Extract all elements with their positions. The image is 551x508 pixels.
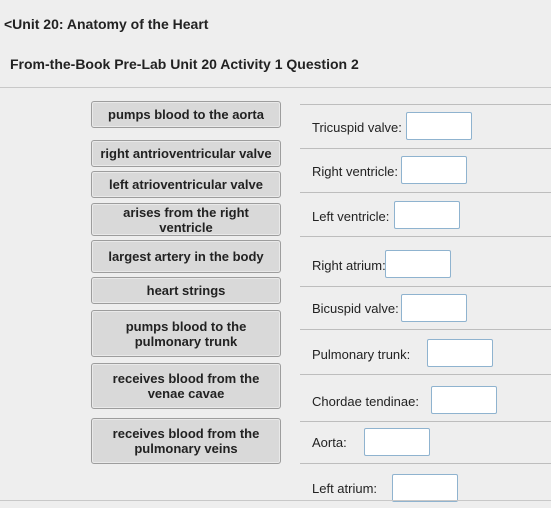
target-label: Right ventricle:: [312, 164, 398, 179]
target-label: Right atrium:: [312, 258, 386, 273]
tile-text: receives blood from the: [112, 426, 260, 441]
answer-tile[interactable]: receives blood from the venae cavae: [91, 363, 281, 409]
drop-target-box[interactable]: [401, 156, 467, 184]
tile-text: pulmonary trunk: [134, 333, 238, 349]
drop-target-box[interactable]: [427, 339, 493, 367]
target-label: Tricuspid valve:: [312, 120, 402, 135]
drop-target-box[interactable]: [392, 474, 458, 502]
tile-text: pumps blood to the aorta: [108, 107, 264, 122]
answer-tile[interactable]: pumps blood to the aorta: [91, 101, 281, 128]
tile-text: arises from the right ventricle: [123, 204, 249, 235]
tile-text: left atrioventricular valve: [109, 177, 263, 192]
tile-text: venae cavae: [147, 386, 225, 401]
tile-text: right antrioventricular valve: [100, 146, 272, 161]
answer-tile[interactable]: largest artery in the body: [91, 240, 281, 273]
row-divider: [300, 236, 551, 237]
row-divider: [300, 148, 551, 149]
answer-tile[interactable]: heart strings: [91, 277, 281, 304]
tile-text: receives blood from the: [112, 371, 260, 386]
row-divider: [300, 329, 551, 330]
drop-target-box[interactable]: [401, 294, 467, 322]
answer-tile[interactable]: left atrioventricular valve: [91, 171, 281, 198]
drop-target-box[interactable]: [385, 250, 451, 278]
question-title: From-the-Book Pre-Lab Unit 20 Activity 1…: [10, 56, 359, 72]
drop-target-box[interactable]: [364, 428, 430, 456]
tile-text: heart strings: [146, 283, 226, 298]
tile-text: pumps blood to the: [125, 318, 247, 334]
tile-text: pulmonary veins: [134, 441, 238, 456]
target-label: Bicuspid valve:: [312, 301, 399, 316]
row-divider: [300, 463, 551, 464]
row-divider: [300, 104, 551, 105]
answer-tile[interactable]: arises from the right ventricle: [91, 203, 281, 236]
footer-divider: [0, 500, 551, 501]
target-label: Left atrium:: [312, 481, 378, 496]
answer-tile[interactable]: pumps blood to the pulmonary trunk: [91, 310, 281, 357]
answer-tile[interactable]: right antrioventricular valve: [91, 140, 281, 167]
answer-tile[interactable]: receives blood from the pulmonary veins: [91, 418, 281, 464]
row-divider: [300, 374, 551, 375]
target-label: Chordae tendinae:: [312, 394, 419, 409]
tile-text: largest artery in the body: [108, 249, 264, 264]
drop-target-box[interactable]: [431, 386, 497, 414]
header-divider: [0, 87, 551, 88]
target-label: Pulmonary trunk:: [312, 347, 411, 362]
row-divider: [300, 192, 551, 193]
drop-target-box[interactable]: [406, 112, 472, 140]
row-divider: [300, 421, 551, 422]
drop-target-box[interactable]: [394, 201, 460, 229]
target-label: Left ventricle:: [312, 209, 390, 224]
target-label: Aorta:: [312, 435, 347, 450]
back-link[interactable]: <Unit 20: Anatomy of the Heart: [4, 16, 209, 32]
row-divider: [300, 286, 551, 287]
